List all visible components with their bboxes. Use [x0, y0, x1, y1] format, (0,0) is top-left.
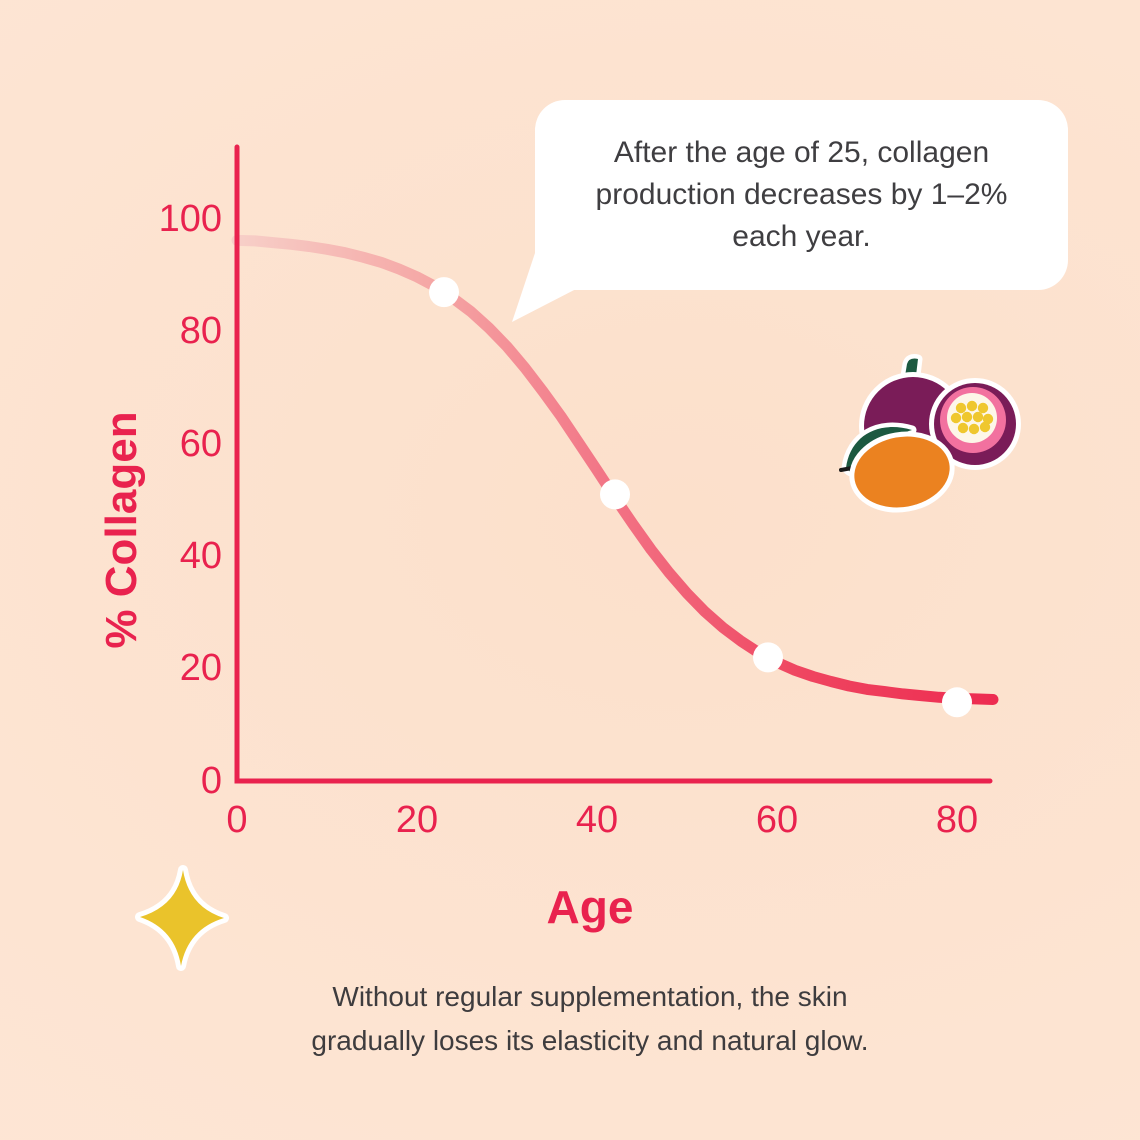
speech-bubble-tail [512, 250, 578, 322]
speech-bubble-line-1: After the age of 25, collagen [613, 136, 990, 169]
mango-icon [849, 431, 955, 513]
speech-bubble-line-3: each year. [732, 220, 871, 253]
caption: Without regular supplementation, the ski… [210, 975, 970, 1063]
y-tick-100: 100 [158, 198, 222, 240]
y-tick-20: 20 [179, 647, 222, 689]
data-point-dot [942, 687, 972, 718]
passionfruit-mango-sticker-icon [839, 354, 1021, 513]
x-tick-0: 0 [226, 799, 248, 841]
x-tick-20: 20 [395, 799, 439, 841]
y-tick-80: 80 [179, 310, 222, 352]
axes-line [234, 144, 993, 784]
x-axis-title: Age [546, 881, 634, 933]
x-tick-40: 40 [575, 799, 619, 841]
curve-dots [429, 277, 972, 718]
sparkle-star-icon [135, 865, 229, 971]
data-point-dot [753, 642, 783, 673]
data-point-dot [600, 479, 630, 510]
x-tick-80: 80 [935, 799, 979, 841]
y-tick-0: 0 [200, 760, 222, 802]
speech-bubble: After the age of 25, collagen production… [535, 100, 1068, 290]
y-tick-40: 40 [179, 535, 222, 577]
y-tick-60: 60 [179, 423, 222, 465]
y-axis-title: % Collagen [97, 411, 146, 649]
caption-line-1: Without regular supplementation, the ski… [332, 981, 848, 1012]
caption-line-2: gradually loses its elasticity and natur… [311, 1025, 869, 1056]
data-point-dot [429, 277, 459, 308]
speech-bubble-line-2: production decreases by 1–2% [595, 178, 1008, 211]
passionfruit-half-icon [929, 378, 1021, 470]
x-tick-60: 60 [755, 799, 799, 841]
